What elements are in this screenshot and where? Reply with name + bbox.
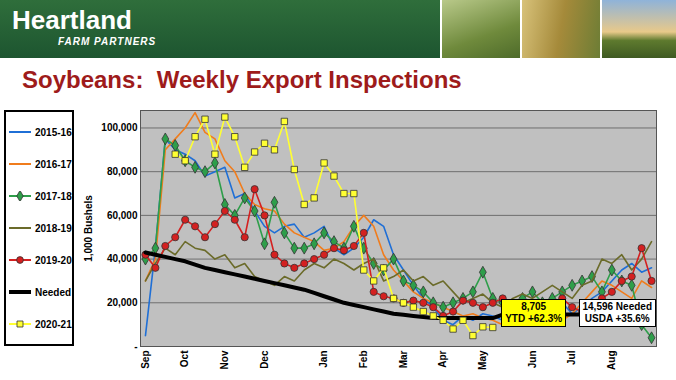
svg-text:80,000: 80,000 xyxy=(107,166,138,177)
svg-text:Jul: Jul xyxy=(566,350,577,365)
svg-text:20,000: 20,000 xyxy=(107,297,138,308)
html-text:Heartland: Heartland xyxy=(12,5,132,35)
svg-text:100,000: 100,000 xyxy=(101,122,138,133)
html-text:2015-16: 2015-16 xyxy=(35,126,72,138)
html-text:Soybeans: Weekly Export Inspec: Soybeans: Weekly Export Inspections xyxy=(22,66,462,93)
html-text:USDA +35.6%: USDA +35.6% xyxy=(584,312,650,324)
svg-text:Dec: Dec xyxy=(259,350,270,369)
html-text:Needed: Needed xyxy=(35,286,72,298)
html-text:14,596 Needed: 14,596 Needed xyxy=(582,300,652,312)
html-text:2016-17: 2016-17 xyxy=(35,158,72,170)
svg-text:Apr: Apr xyxy=(437,350,448,367)
svg-text:Nov: Nov xyxy=(219,350,230,369)
svg-text:Feb: Feb xyxy=(358,351,369,369)
svg-text:Aug: Aug xyxy=(606,351,617,370)
svg-text:40,000: 40,000 xyxy=(107,253,138,264)
svg-text:Jan: Jan xyxy=(318,351,329,368)
svg-text:Sep: Sep xyxy=(140,351,151,369)
svg-text:Oct: Oct xyxy=(179,350,190,367)
svg-text:Mar: Mar xyxy=(398,350,409,368)
svg-text:-: - xyxy=(134,341,137,352)
html-text:2018-19: 2018-19 xyxy=(35,222,72,234)
html-text:8,705: 8,705 xyxy=(521,300,547,312)
svg-text:Jun: Jun xyxy=(527,351,538,369)
svg-text:May: May xyxy=(477,350,488,370)
svg-text:60,000: 60,000 xyxy=(107,210,138,221)
html-text:FARM PARTNERS: FARM PARTNERS xyxy=(58,36,157,47)
html-text:YTD +62.3%: YTD +62.3% xyxy=(505,312,563,324)
svg-text:1,000 Bushels: 1,000 Bushels xyxy=(83,195,94,262)
html-text:2019-20: 2019-20 xyxy=(35,254,72,266)
html-text:2017-18: 2017-18 xyxy=(35,190,72,202)
html-text:2020-21: 2020-21 xyxy=(35,318,72,330)
